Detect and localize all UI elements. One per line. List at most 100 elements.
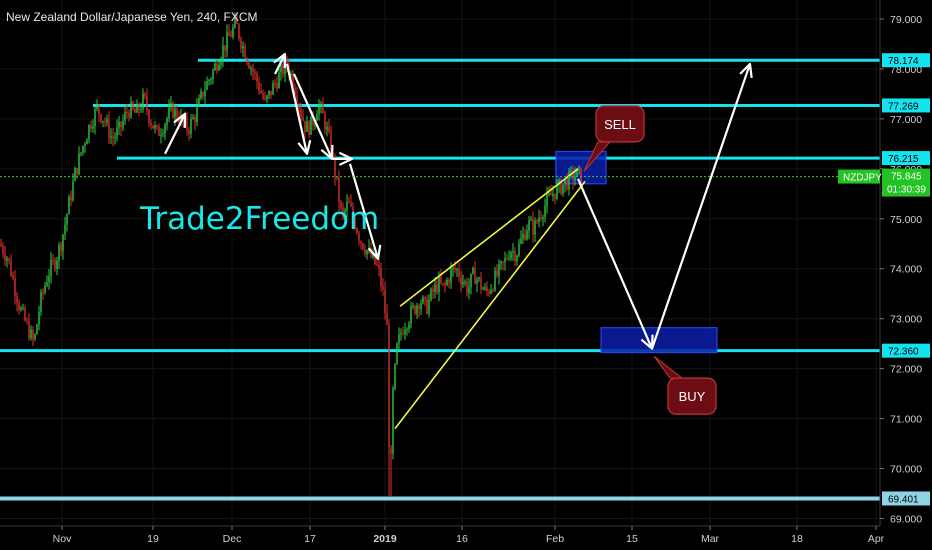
- candle-body: [358, 233, 360, 242]
- candle-body: [214, 63, 216, 71]
- candle-body: [342, 207, 344, 213]
- trade-zone[interactable]: [600, 327, 718, 354]
- time-tick-label: 19: [147, 533, 159, 545]
- candle-body: [488, 291, 490, 294]
- candle-body: [340, 202, 342, 208]
- candle-body: [566, 179, 568, 190]
- trendline[interactable]: [394, 180, 586, 430]
- candle-body: [364, 249, 366, 255]
- candle-body: [466, 281, 468, 293]
- candle-body: [250, 67, 252, 69]
- candle-body: [330, 131, 332, 156]
- candle-body: [302, 116, 304, 121]
- candle-body: [420, 302, 422, 310]
- arrow-shaft: [285, 63, 309, 155]
- candle-body: [110, 136, 112, 139]
- candle-body: [296, 95, 298, 106]
- candle-body: [334, 156, 336, 178]
- candle-body: [522, 234, 524, 239]
- level-price-tag: [882, 343, 930, 358]
- candle-body: [190, 119, 192, 134]
- price-tags: 78.174 77.269 76.215 72.360 69.401 NZDJPY 75.8…: [838, 53, 930, 506]
- candle-body: [484, 287, 486, 289]
- candle-body: [346, 201, 348, 211]
- candle-body: [134, 108, 136, 113]
- price-tick-label: 74.000: [890, 264, 922, 276]
- candle-body: [410, 306, 412, 324]
- candle-body: [44, 285, 46, 293]
- candle-body: [494, 270, 496, 291]
- candle-body: [40, 292, 42, 312]
- candle-body: [124, 112, 126, 121]
- candle-body: [76, 168, 78, 175]
- candle-body: [470, 273, 472, 287]
- candle-body: [450, 269, 452, 283]
- candle-body: [508, 258, 510, 260]
- candle-body: [348, 201, 350, 204]
- callout-box[interactable]: [595, 105, 645, 143]
- candle-body: [160, 134, 162, 136]
- time-axis[interactable]: Nov 19 Dec 17 2019 16 Feb 15 Mar 18 Apr: [0, 525, 885, 545]
- level-price-tag: [882, 491, 930, 506]
- candle-body: [300, 109, 302, 117]
- candle-body: [130, 102, 132, 118]
- candle-body: [8, 258, 10, 261]
- candle-body: [490, 289, 492, 294]
- candle-body: [500, 261, 502, 264]
- candle-body: [378, 264, 380, 269]
- candle-body: [386, 313, 388, 326]
- candle-body: [266, 95, 268, 100]
- level-price-tag: [882, 151, 930, 166]
- trendline[interactable]: [399, 168, 579, 307]
- candle-body: [222, 45, 224, 60]
- price-tick-label: 77.000: [890, 114, 922, 126]
- time-tick-label: 17: [304, 533, 316, 545]
- candle-body: [84, 144, 86, 146]
- candle-body: [574, 175, 576, 181]
- candle-body: [456, 269, 458, 271]
- price-tick-label: 72.000: [890, 364, 922, 376]
- candle-body: [96, 105, 98, 110]
- candle-body: [308, 121, 310, 135]
- callouts: SELL BUY: [583, 105, 717, 415]
- candle-body: [32, 329, 34, 340]
- callout-box[interactable]: [667, 377, 717, 415]
- candle-body: [436, 284, 438, 293]
- candle-body: [132, 102, 134, 109]
- candle-body: [276, 83, 278, 89]
- candle-body: [328, 126, 330, 132]
- candle-body: [206, 81, 208, 90]
- candle-body: [526, 230, 528, 240]
- candle-body: [192, 117, 194, 120]
- arrow-shaft: [576, 178, 654, 350]
- candle-body: [552, 193, 554, 196]
- callout-label: SELL: [604, 117, 636, 132]
- candle-body: [326, 126, 328, 130]
- candle-body: [86, 139, 88, 145]
- candle-body: [136, 103, 138, 113]
- candle-body: [78, 153, 80, 175]
- price-axis[interactable]: 79.00078.00077.00076.00075.00074.00073.0…: [879, 0, 932, 526]
- candle-body: [18, 302, 20, 310]
- candle-body: [352, 206, 354, 217]
- candle-body: [460, 277, 462, 285]
- candle-body: [54, 260, 56, 269]
- candle-body: [290, 73, 292, 76]
- candle-body: [498, 263, 500, 276]
- last-price-label: 75.845: [891, 172, 922, 183]
- candles: [0, 11, 582, 497]
- candle-body: [236, 18, 238, 25]
- price-tick-label: 75.000: [890, 214, 922, 226]
- candle-body: [416, 305, 418, 314]
- candle-body: [46, 282, 48, 286]
- candle-body: [512, 251, 514, 253]
- candle-body: [444, 283, 446, 285]
- candle-body: [384, 289, 386, 314]
- candle-body: [126, 112, 128, 114]
- candle-body: [234, 18, 236, 28]
- candle-body: [148, 110, 150, 123]
- candle-body: [72, 181, 74, 200]
- candle-body: [162, 133, 164, 135]
- candle-body: [220, 59, 222, 66]
